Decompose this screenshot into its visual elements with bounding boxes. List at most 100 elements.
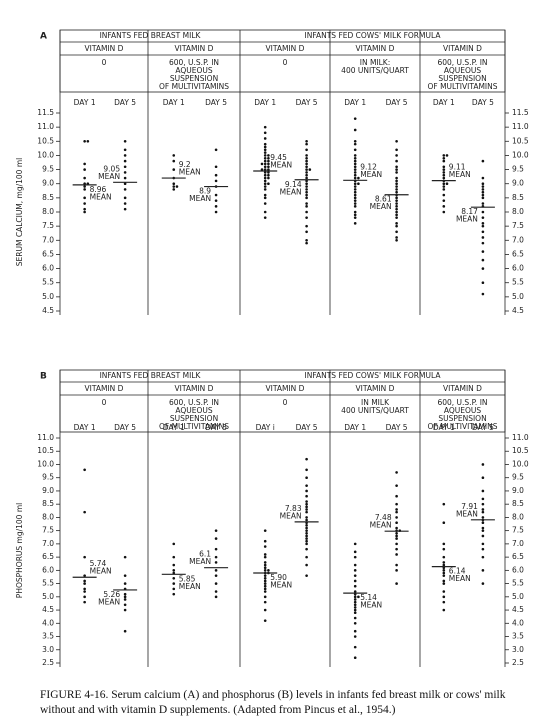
data-dot [481, 241, 485, 245]
panel-heading: VITAMIN D [85, 384, 124, 393]
data-dot [481, 292, 485, 296]
caption: FIGURE 4-16. Serum calcium (A) and phosp… [40, 689, 506, 716]
data-dot [353, 173, 357, 177]
data-dot [263, 569, 267, 572]
data-dot [305, 476, 308, 480]
day-label: DAY 5 [205, 98, 227, 107]
data-dot [357, 595, 360, 599]
data-dot [263, 216, 267, 219]
data-dot [395, 502, 398, 506]
data-dot [357, 182, 360, 186]
panel-heading: VITAMIN D [175, 384, 214, 393]
data-dot [395, 213, 398, 217]
data-dot [214, 561, 218, 564]
data-dot [353, 205, 357, 208]
data-dot [481, 258, 485, 262]
data-dot [442, 210, 446, 214]
mean-word: MEAN [370, 202, 392, 211]
data-dot [267, 159, 270, 163]
data-dot [353, 210, 357, 214]
data-dot [172, 592, 176, 596]
data-dot [353, 584, 357, 588]
mean-word: MEAN [189, 194, 211, 203]
data-dot [481, 230, 485, 234]
data-dot [481, 281, 485, 285]
data-dot [263, 576, 267, 580]
data-dot [305, 555, 308, 559]
data-dot [83, 579, 86, 583]
mean-word: MEAN [449, 170, 471, 179]
data-dot [83, 162, 86, 166]
data-dot [263, 566, 267, 570]
mean-word: MEAN [456, 215, 478, 224]
data-dot [123, 154, 127, 157]
data-dot [481, 476, 485, 480]
day-label: DAY 1 [433, 423, 455, 432]
data-dot [263, 148, 267, 152]
data-dot [86, 139, 90, 143]
data-dot [263, 188, 267, 191]
panel-heading: VITAMIN D [356, 384, 395, 393]
day-label: DAY 5 [205, 423, 227, 432]
y-tick-label: 10.0 [37, 459, 54, 468]
data-dot [263, 193, 267, 197]
y-tick-label: 11.0 [512, 433, 529, 442]
dose-text: SUSPENSION [170, 414, 218, 423]
dose-text: IN MILK: [360, 58, 391, 67]
dose-text: OF MULTIVITAMINS [159, 422, 229, 431]
data-dot [481, 196, 485, 200]
data-dot [123, 139, 127, 143]
data-dot [123, 595, 127, 599]
data-dot [353, 196, 357, 200]
data-dot [353, 606, 357, 609]
data-dot [442, 182, 446, 186]
data-dot [263, 168, 267, 171]
day-label: DAY 1 [344, 98, 366, 107]
data-dot [305, 176, 308, 180]
data-dot [481, 526, 485, 530]
data-dot [263, 590, 267, 593]
data-dot [481, 202, 485, 205]
data-dot [395, 471, 398, 474]
data-dot [395, 171, 398, 174]
y-tick-label: 9.0 [512, 179, 524, 188]
data-dot [263, 210, 267, 214]
data-dot [353, 193, 357, 197]
data-dot [263, 125, 267, 129]
data-dot [305, 539, 308, 543]
data-dot [353, 188, 357, 191]
y-tick-label: 2.5 [42, 658, 54, 667]
data-dot [83, 595, 86, 599]
y-tick-label: 4.5 [42, 605, 54, 614]
data-dot [83, 587, 86, 591]
data-dot [267, 168, 270, 171]
data-dot [305, 193, 308, 197]
y-tick-label: 8.5 [512, 193, 524, 202]
mean-value-label: 9.12 [360, 162, 377, 171]
data-dot [395, 526, 398, 530]
data-dot [353, 635, 357, 638]
data-dot [305, 468, 308, 472]
y-tick-label: 4.5 [42, 306, 54, 315]
y-tick-label: 5.5 [512, 278, 524, 287]
mean-word: MEAN [370, 521, 392, 530]
mean-value-label: 8.17 [461, 207, 478, 216]
data-dot [214, 582, 218, 585]
mean-word: MEAN [280, 187, 302, 196]
y-tick-label: 9.5 [42, 473, 54, 482]
data-dot [305, 148, 308, 152]
data-dot [395, 148, 398, 152]
data-dot [481, 569, 485, 572]
data-dot [395, 207, 398, 211]
panel-heading: VITAMIN D [85, 44, 124, 53]
data-dot [172, 159, 176, 163]
day-label: DAY 5 [472, 423, 494, 432]
y-tick-label: 7.0 [512, 235, 524, 244]
dose-text: 600, U.S.P. IN [437, 58, 487, 67]
mean-word: MEAN [280, 511, 302, 520]
data-dot [175, 185, 179, 188]
data-dot [353, 148, 357, 152]
dose-text: 0 [102, 58, 107, 67]
mean-value-label: 6.1 [199, 550, 211, 559]
data-dot [123, 592, 127, 596]
